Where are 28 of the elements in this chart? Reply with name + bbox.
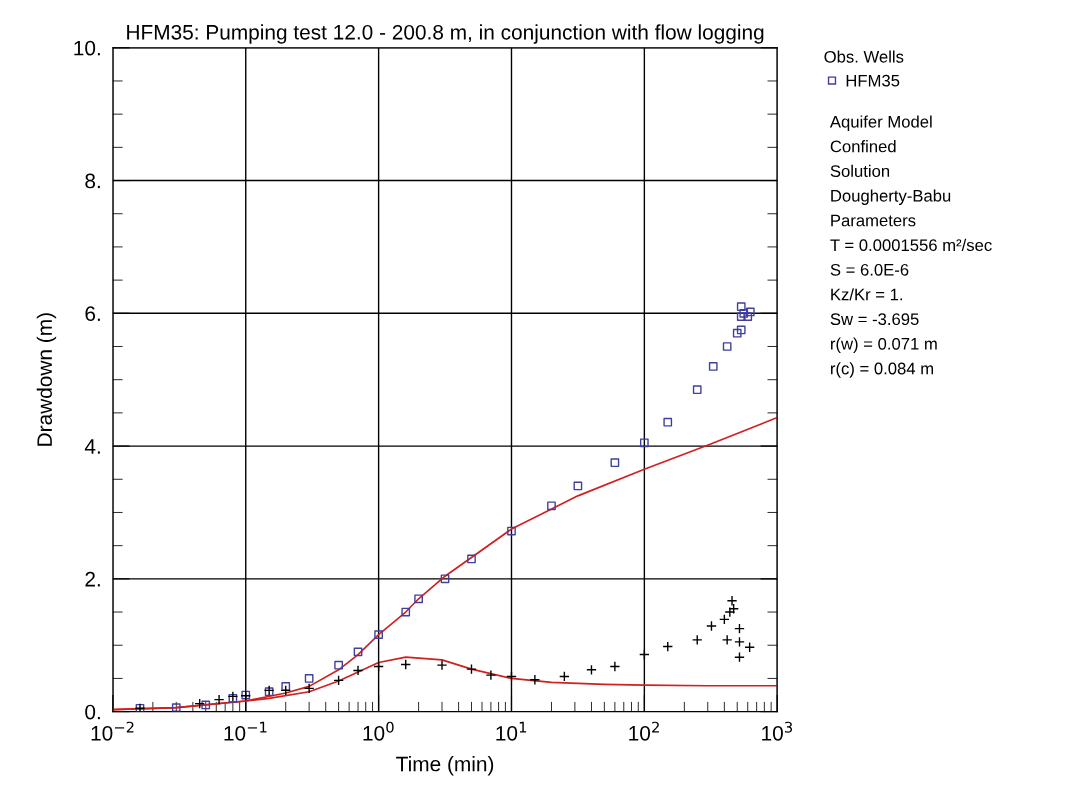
text: r(c) = 0.084 m bbox=[831, 362, 933, 378]
text: r(w) = 0.071 m bbox=[831, 337, 937, 354]
text: Parameters bbox=[831, 214, 916, 227]
y-tick-label: 6. bbox=[85, 306, 100, 322]
legend-title: Obs. Wells bbox=[824, 50, 904, 63]
x-tick-label: 10$^{1}$ bbox=[496, 721, 527, 741]
text: Dougherty-Babu bbox=[831, 189, 951, 205]
y-tick-label: 2. bbox=[85, 571, 100, 587]
y-tick-label: 0. bbox=[85, 704, 100, 720]
text: Aquifer Model bbox=[829, 115, 932, 131]
x-axis-title: Time (min) bbox=[396, 756, 494, 776]
text: Sw = -3.695 bbox=[830, 313, 919, 326]
x-tick-label: 10$^{3}$ bbox=[762, 721, 793, 741]
y-tick-label: 4. bbox=[84, 439, 100, 454]
y-axis-title: Drawdown (m) bbox=[36, 313, 57, 446]
x-tick-label: 10$^{0}$ bbox=[363, 721, 394, 741]
text: Kz/Kr = 1. bbox=[831, 288, 903, 301]
text: S = 6.0E-6 bbox=[830, 263, 909, 276]
x-tick-label: 10$^{2}$ bbox=[629, 721, 659, 741]
x-tick-label: 10$^{−2}$ bbox=[91, 721, 134, 741]
text: Solution bbox=[830, 164, 890, 178]
legend-label: HFM35 bbox=[846, 74, 900, 87]
text: T = 0.0001556 m²/sec bbox=[830, 238, 992, 252]
chart-title: HFM35: Pumping test 12.0 - 200.8 m, in conjunction with flow logging bbox=[127, 24, 764, 44]
y-tick-label: 10. bbox=[74, 40, 100, 56]
y-tick-label: 8. bbox=[85, 173, 100, 189]
x-tick-label: 10$^{−1}$ bbox=[224, 721, 267, 741]
text: Confined bbox=[830, 140, 896, 153]
